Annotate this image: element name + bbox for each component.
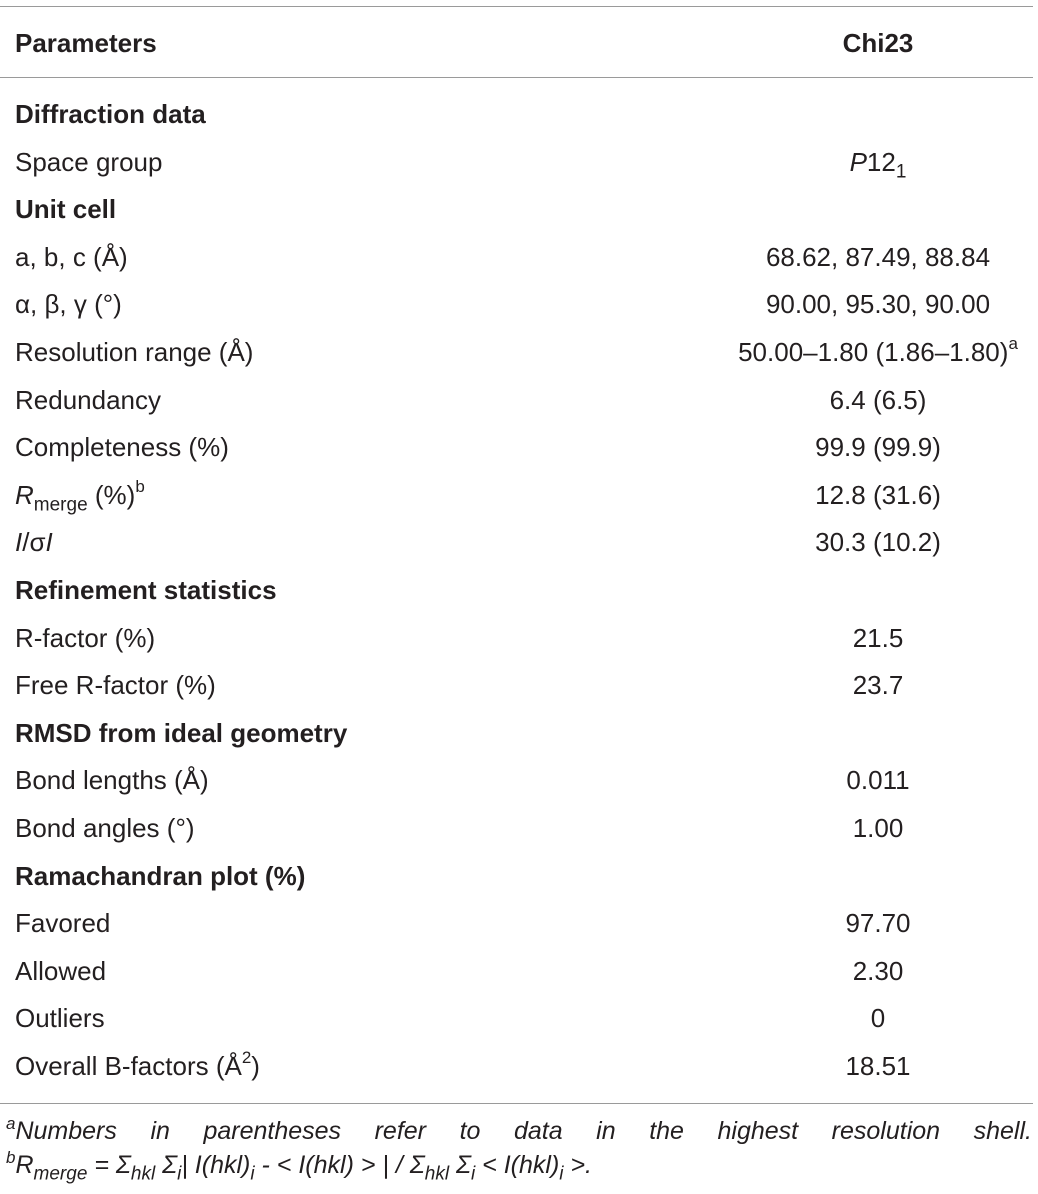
row-value: 30.3 (10.2) (815, 527, 941, 558)
row-label: R-factor (%) (15, 622, 156, 653)
row-value: 21.5 (852, 622, 904, 653)
row-value: 23.7 (852, 670, 904, 701)
row-label: Overall B-factors (Å2) (15, 1048, 260, 1081)
footnote-b-text: Rmerge = Σhkl Σi| I(hkl)i - < I(hkl) > |… (15, 1151, 593, 1185)
table-row: Space group P121 (0, 138, 1033, 186)
row-value: 6.4 (6.5) (829, 384, 927, 415)
table-row: Resolution range (Å) 50.00–1.80 (1.86–1.8… (0, 328, 1033, 376)
footnote-b: bRmerge = Σhkl Σi| I(hkl)i - < I(hkl) > … (6, 1147, 1032, 1185)
table-row: Favored 97.70 (0, 899, 1033, 947)
row-value (720, 185, 1036, 233)
row-value: 90.00, 95.30, 90.00 (765, 289, 991, 320)
row-value: 68.62, 87.49, 88.84 (765, 241, 991, 272)
row-label: a, b, c (Å) (15, 241, 128, 272)
row-label: Allowed (15, 955, 107, 986)
section-heading: Refinement statistics (15, 575, 277, 605)
footnote-a-mark: a (6, 1113, 16, 1133)
row-value (720, 90, 1036, 138)
row-label: Space group (15, 146, 163, 177)
row-value (720, 566, 1036, 614)
row-label: Redundancy (15, 384, 161, 415)
footnotes: aNumbers in parentheses refer to data in… (6, 1114, 1032, 1185)
row-label: Completeness (%) (15, 432, 229, 463)
footnote-b-mark: b (6, 1147, 16, 1167)
table-row: a, b, c (Å) 68.62, 87.49, 88.84 (0, 233, 1033, 281)
row-value: 0.011 (846, 765, 910, 796)
row-label: Bond lengths (Å) (15, 765, 209, 796)
table-row: Redundancy 6.4 (6.5) (0, 376, 1033, 424)
row-value: 0 (870, 1003, 886, 1034)
table-row: Free R-factor (%) 23.7 (0, 661, 1033, 709)
footnote-marker: a (1008, 334, 1018, 354)
row-label: I/σI (15, 527, 53, 558)
table-header-row: Parameters Chi23 (0, 19, 1033, 67)
section-heading: Ramachandran plot (%) (15, 860, 306, 891)
row-value: P121 (849, 146, 907, 183)
row-label: Outliers (15, 1003, 105, 1034)
section-heading-row: Diffraction data (0, 90, 1033, 138)
row-value: 97.70 (845, 908, 911, 939)
row-label: Free R-factor (%) (15, 670, 216, 701)
row-value (720, 709, 1036, 757)
table-row: Allowed 2.30 (0, 947, 1033, 995)
table-row: Overall B-factors (Å2) 18.51 (0, 1042, 1033, 1090)
section-heading-row: RMSD from ideal geometry (0, 709, 1033, 757)
table-row: Completeness (%) 99.9 (99.9) (0, 423, 1033, 471)
table-bottom-rule (0, 1103, 1033, 1104)
section-heading-row: Refinement statistics (0, 566, 1033, 614)
section-heading: RMSD from ideal geometry (15, 717, 348, 748)
header-parameters: Parameters (15, 28, 157, 58)
row-value: 50.00–1.80 (1.86–1.80)a (738, 334, 1018, 367)
footnote-a: aNumbers in parentheses refer to data in… (6, 1114, 1032, 1148)
section-heading-row: Ramachandran plot (%) (0, 852, 1033, 900)
table-row: α, β, γ (°) 90.00, 95.30, 90.00 (0, 280, 1033, 328)
footnote-a-text: Numbers in parentheses refer to data in … (15, 1117, 1032, 1145)
header-chi23: Chi23 (842, 28, 914, 58)
section-heading: Unit cell (15, 194, 117, 225)
row-label: Bond angles (°) (15, 813, 195, 843)
table-row: Bond angles (°) 1.00 (0, 804, 1033, 852)
row-value: 99.9 (99.9) (815, 432, 941, 463)
row-value (720, 852, 1036, 900)
row-label: Rmerge (%)b (15, 476, 145, 516)
row-label: Resolution range (Å) (15, 337, 254, 367)
row-label: α, β, γ (°) (15, 289, 122, 320)
table-row: Outliers 0 (0, 994, 1033, 1042)
table-top-rule (0, 6, 1033, 7)
row-value: 1.00 (852, 813, 904, 843)
row-value: 18.51 (845, 1051, 911, 1081)
table-row: I/σI 30.3 (10.2) (0, 518, 1033, 566)
row-value: 2.30 (852, 955, 904, 986)
row-label: Favored (15, 908, 111, 939)
table-row: R-factor (%) 21.5 (0, 614, 1033, 662)
row-value: 12.8 (31.6) (815, 479, 941, 510)
table-row: Bond lengths (Å) 0.011 (0, 756, 1033, 804)
section-heading: Diffraction data (15, 99, 206, 129)
section-heading-row: Unit cell (0, 185, 1033, 233)
table-row: Rmerge (%)b 12.8 (31.6) (0, 471, 1033, 519)
table-header-rule (0, 77, 1033, 78)
